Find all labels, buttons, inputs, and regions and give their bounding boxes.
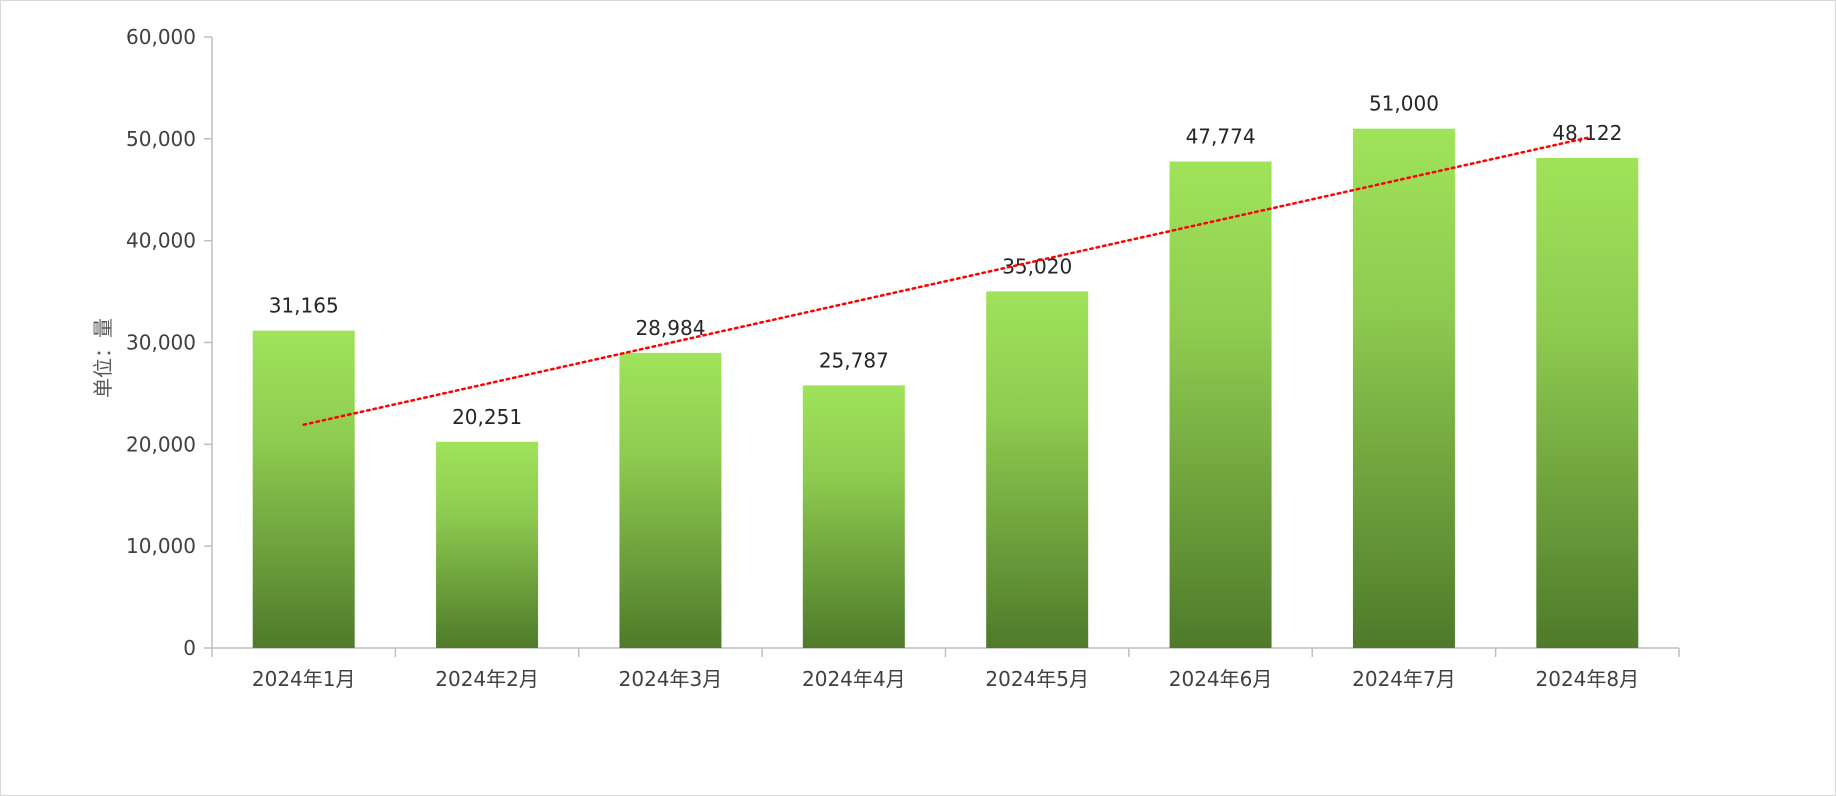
- y-tick-label: 30,000: [126, 331, 196, 355]
- data-label: 31,165: [269, 294, 339, 318]
- x-tick-label: 2024年1月: [252, 667, 356, 691]
- x-tick-label: 2024年5月: [985, 667, 1089, 691]
- data-label: 48,122: [1552, 121, 1622, 145]
- x-tick-label: 2024年4月: [802, 667, 906, 691]
- bar: [619, 352, 722, 648]
- bar: [802, 385, 905, 648]
- data-label: 35,020: [1002, 254, 1072, 278]
- y-tick-label: 0: [183, 636, 196, 660]
- x-tick-label: 2024年2月: [435, 667, 539, 691]
- trendline-line: [302, 136, 1589, 426]
- data-labels: 31,165 20,251 28,984 25,787 35,020 47,774 51,0…: [269, 92, 1623, 429]
- y-axis-title: 单位：量: [91, 318, 115, 398]
- bar: [1352, 128, 1455, 648]
- x-tick-label: 2024年3月: [619, 667, 723, 691]
- trendline: [302, 136, 1589, 426]
- y-tick-label: 50,000: [126, 127, 196, 151]
- y-tick-label: 20,000: [126, 432, 196, 456]
- data-label: 25,787: [819, 348, 889, 372]
- y-tick-label: 10,000: [126, 534, 196, 558]
- y-axis: 0 10,000 20,000 30,000 40,000 50,000 60,000: [126, 25, 213, 660]
- y-tick-label: 60,000: [126, 25, 196, 49]
- data-label: 47,774: [1186, 125, 1256, 149]
- bar: [1169, 161, 1272, 648]
- data-label: 20,251: [452, 405, 522, 429]
- x-tick-label: 2024年7月: [1352, 667, 1456, 691]
- x-tick-label: 2024年6月: [1169, 667, 1273, 691]
- data-label: 28,984: [635, 316, 705, 340]
- bar: [986, 291, 1089, 648]
- x-tick-label: 2024年8月: [1536, 667, 1640, 691]
- bar: [252, 330, 355, 648]
- bar: [1536, 157, 1639, 648]
- data-label: 51,000: [1369, 92, 1439, 116]
- x-axis: 2024年1月 2024年2月 2024年3月 2024年4月 2024年5月 2024年…: [211, 647, 1680, 691]
- y-tick-label: 40,000: [126, 229, 196, 253]
- bars: [252, 128, 1639, 648]
- bar: [436, 441, 539, 648]
